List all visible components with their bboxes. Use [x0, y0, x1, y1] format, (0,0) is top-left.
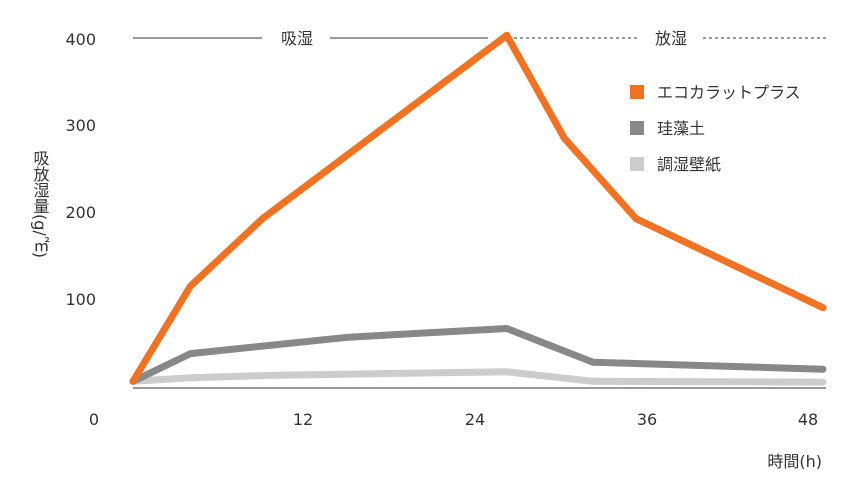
legend-label: エコカラットプラス	[657, 83, 801, 102]
y-tick-label: 400	[65, 30, 96, 49]
x-axis-label: 時間(h)	[767, 452, 822, 471]
series-line	[129, 31, 827, 385]
y-axis-label: 吸放湿量(g/㎡)	[31, 150, 50, 258]
legend-swatch	[630, 157, 644, 171]
y-tick-label: 300	[65, 116, 96, 135]
y-tick-label: 100	[65, 290, 96, 309]
legend-label: 珪藻土	[657, 119, 705, 138]
series-layer	[129, 31, 827, 386]
x-tick-label: 36	[637, 410, 657, 429]
legend-swatch	[630, 121, 644, 135]
legend-label: 調湿壁紙	[657, 155, 721, 174]
x-tick-label: 0	[89, 410, 99, 429]
y-tick-label: 200	[65, 203, 96, 222]
series-line	[129, 325, 827, 385]
x-tick-label: 24	[465, 410, 485, 429]
series-line	[129, 368, 827, 386]
x-tick-label: 12	[293, 410, 313, 429]
legend-swatch	[630, 85, 644, 99]
release-phase-label: 放湿	[655, 29, 687, 48]
x-tick-label: 48	[798, 410, 818, 429]
absorb-phase-label: 吸湿	[281, 29, 313, 48]
